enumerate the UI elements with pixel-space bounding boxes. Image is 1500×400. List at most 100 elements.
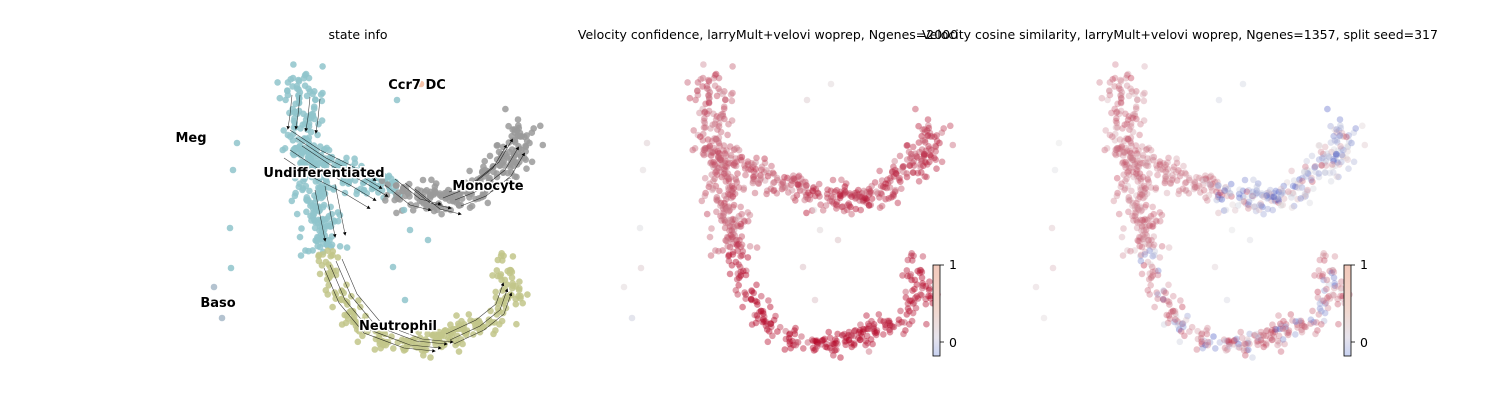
cell-point xyxy=(324,247,331,254)
cosine-point xyxy=(1156,209,1164,216)
cell-point xyxy=(291,192,299,200)
cosine-point xyxy=(1327,139,1335,146)
cosine-point xyxy=(1336,161,1343,168)
cell-point xyxy=(309,90,317,98)
cosine-point xyxy=(1134,219,1141,226)
confidence-point xyxy=(733,215,741,222)
confidence-point xyxy=(724,190,732,198)
confidence-point xyxy=(735,274,743,282)
confidence-point xyxy=(802,182,810,189)
cell-point xyxy=(431,183,439,190)
cell-point xyxy=(523,165,530,172)
confidence-point xyxy=(731,162,738,169)
cosine-point xyxy=(1106,79,1114,86)
confidence-point xyxy=(819,207,827,214)
colorbar-3 xyxy=(1343,264,1352,357)
cosine-point xyxy=(1309,178,1316,185)
cosine-point xyxy=(1176,172,1184,180)
confidence-point xyxy=(845,328,853,336)
confidence-point xyxy=(712,169,719,176)
confidence-point xyxy=(784,174,791,182)
cosine-point xyxy=(1277,322,1285,330)
cosine-point xyxy=(1170,292,1177,300)
confidence-point xyxy=(620,283,628,291)
cosine-point xyxy=(1321,287,1328,294)
confidence-point xyxy=(804,195,812,203)
cosine-point xyxy=(1324,294,1331,302)
cosine-point xyxy=(1139,154,1146,162)
cosine-point xyxy=(1202,341,1209,349)
cosine-point xyxy=(1204,341,1212,349)
confidence-point xyxy=(721,217,729,224)
cell-point xyxy=(280,127,288,134)
confidence-point xyxy=(852,194,860,201)
cosine-point xyxy=(1179,320,1187,327)
cosine-point xyxy=(1298,328,1306,336)
cosine-point xyxy=(1260,332,1267,339)
confidence-point xyxy=(759,318,766,326)
cosine-point xyxy=(1137,216,1144,224)
confidence-point xyxy=(908,276,915,284)
confidence-point xyxy=(764,320,771,328)
cosine-point xyxy=(1174,322,1182,330)
cosine-point xyxy=(1123,120,1131,128)
cosine-point xyxy=(1269,330,1277,337)
confidence-point xyxy=(728,218,736,225)
cosine-point xyxy=(1133,159,1141,166)
cosine-point xyxy=(1242,352,1249,359)
cosine-point xyxy=(1302,191,1309,199)
confidence-point xyxy=(791,330,799,338)
confidence-point xyxy=(711,161,719,169)
confidence-point xyxy=(715,74,723,82)
cosine-point xyxy=(1321,169,1329,176)
confidence-point xyxy=(782,327,789,335)
cosine-point xyxy=(1209,175,1217,182)
confidence-point xyxy=(781,346,789,353)
confidence-point xyxy=(754,301,761,308)
cosine-point xyxy=(1115,82,1123,90)
cosine-point xyxy=(1321,169,1329,176)
confidence-point xyxy=(918,146,926,153)
cosine-point xyxy=(1164,297,1171,305)
confidence-point xyxy=(869,340,876,348)
cosine-point xyxy=(1334,300,1342,308)
cosine-point xyxy=(1318,321,1325,328)
cosine-point xyxy=(1301,323,1309,331)
confidence-point xyxy=(809,187,816,194)
confidence-point xyxy=(898,185,905,192)
cell-point xyxy=(288,197,296,205)
confidence-point xyxy=(851,327,858,335)
confidence-point xyxy=(902,288,909,296)
cosine-point xyxy=(1139,191,1146,198)
confidence-point xyxy=(727,231,735,239)
confidence-point xyxy=(752,319,760,327)
cosine-point xyxy=(1145,242,1153,249)
cosine-point xyxy=(1279,201,1287,209)
cosine-point xyxy=(1300,194,1307,201)
cell-point xyxy=(505,178,513,185)
cosine-point xyxy=(1141,240,1149,247)
confidence-point xyxy=(730,223,737,231)
confidence-point xyxy=(908,297,915,305)
colorbar-2 xyxy=(932,264,941,357)
cosine-point xyxy=(1150,233,1158,240)
confidence-point xyxy=(726,183,734,191)
confidence-point xyxy=(804,339,812,346)
cosine-point xyxy=(1129,154,1136,162)
cell-point xyxy=(438,343,446,351)
confidence-point xyxy=(918,291,925,299)
confidence-point xyxy=(838,203,846,211)
confidence-point xyxy=(813,338,820,346)
confidence-point xyxy=(917,161,924,168)
confidence-point xyxy=(705,78,713,85)
confidence-point xyxy=(925,292,932,300)
cell-point xyxy=(315,257,323,265)
confidence-point xyxy=(821,335,828,343)
confidence-point xyxy=(700,146,707,153)
confidence-point xyxy=(863,197,871,204)
cosine-point xyxy=(1337,122,1344,129)
confidence-point xyxy=(729,89,736,97)
confidence-point xyxy=(884,317,891,325)
confidence-point xyxy=(845,200,852,207)
confidence-point xyxy=(902,327,909,334)
